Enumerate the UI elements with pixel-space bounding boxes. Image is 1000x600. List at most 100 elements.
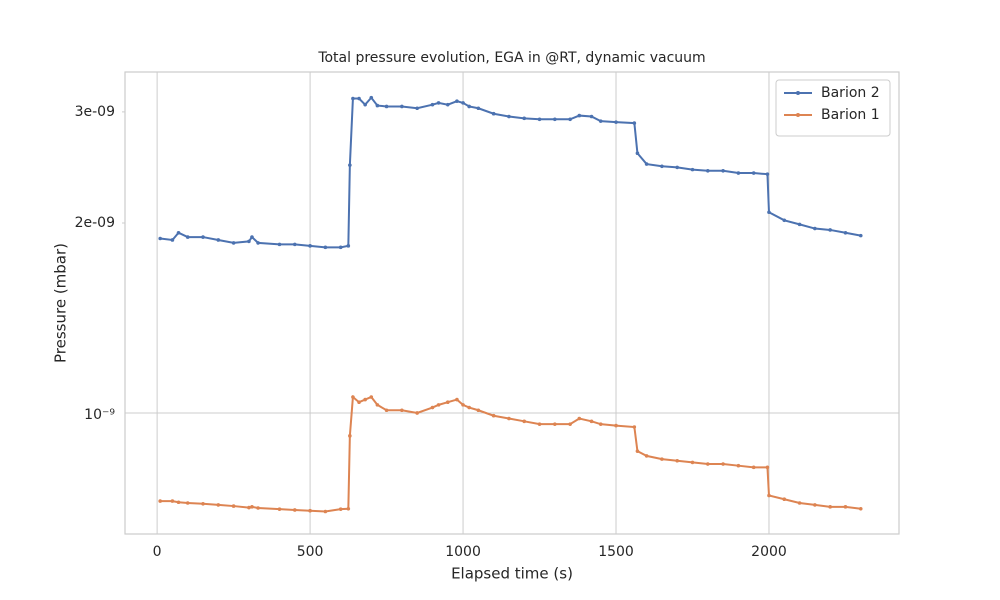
point	[415, 106, 419, 111]
point	[675, 165, 680, 170]
point	[292, 242, 297, 247]
point	[256, 506, 260, 510]
point	[736, 171, 741, 175]
point	[256, 241, 260, 245]
point	[589, 419, 594, 424]
point	[705, 168, 710, 173]
point	[201, 235, 205, 239]
chart-title: Total pressure evolution, EGA in @RT, dy…	[317, 50, 705, 66]
point	[568, 117, 572, 122]
point	[415, 411, 419, 415]
plot-frame	[124, 71, 900, 535]
point	[201, 501, 205, 506]
point	[277, 242, 282, 247]
point	[455, 99, 459, 103]
point	[170, 238, 175, 242]
legend-label: Barion 1	[821, 107, 880, 123]
point	[537, 117, 542, 122]
x-axis-label: Elapsed time (s)	[451, 565, 573, 583]
point	[369, 395, 374, 399]
point	[577, 416, 582, 421]
series	[158, 394, 863, 514]
point	[323, 509, 328, 514]
point	[170, 499, 175, 503]
point	[765, 172, 770, 176]
point	[635, 151, 640, 156]
point	[782, 497, 787, 502]
point	[176, 230, 181, 235]
point	[158, 236, 162, 241]
point	[250, 235, 254, 239]
point	[507, 114, 511, 119]
point	[216, 238, 221, 242]
point	[828, 228, 832, 232]
point	[338, 507, 343, 511]
point	[247, 505, 251, 510]
point	[568, 422, 572, 426]
point	[445, 400, 450, 405]
line	[160, 394, 861, 513]
point	[632, 121, 637, 125]
point	[363, 397, 367, 402]
point	[491, 111, 496, 116]
point	[467, 104, 471, 109]
point	[231, 241, 236, 245]
point	[351, 395, 355, 399]
point	[277, 507, 282, 511]
point	[797, 222, 802, 227]
point	[858, 506, 863, 511]
point	[705, 462, 710, 466]
point	[216, 503, 221, 507]
x-tick-label: 1500	[598, 544, 634, 560]
point	[375, 103, 380, 108]
point	[231, 504, 236, 508]
point	[308, 244, 312, 248]
point	[436, 403, 441, 407]
point	[614, 120, 618, 124]
x-tick-label: 500	[297, 544, 324, 560]
point	[185, 235, 190, 239]
point	[176, 500, 181, 505]
point	[660, 164, 664, 169]
point	[660, 457, 664, 461]
point	[644, 454, 649, 458]
point	[461, 101, 465, 105]
point	[357, 96, 361, 101]
y-tick-label: 10⁻⁹	[84, 407, 115, 423]
point	[522, 419, 527, 424]
point	[461, 403, 465, 407]
point	[346, 506, 351, 511]
legend-marker	[796, 113, 800, 117]
point	[455, 397, 459, 402]
line	[160, 96, 861, 249]
x-tick-label: 1000	[445, 544, 481, 560]
point	[813, 226, 817, 231]
point	[828, 505, 832, 509]
point	[843, 230, 848, 235]
legend-label: Barion 2	[821, 85, 880, 101]
point	[522, 116, 527, 121]
point	[632, 425, 637, 429]
point	[400, 408, 404, 413]
point	[338, 245, 343, 250]
point	[858, 233, 863, 238]
point	[690, 460, 695, 465]
point	[351, 96, 355, 101]
point	[782, 218, 787, 223]
point	[767, 493, 771, 498]
point	[384, 408, 389, 413]
point	[767, 210, 771, 215]
point	[751, 171, 756, 175]
point	[348, 163, 352, 167]
point	[400, 104, 404, 109]
point	[644, 162, 649, 166]
point	[445, 102, 450, 107]
point	[553, 422, 557, 426]
point	[635, 449, 640, 453]
point	[384, 104, 389, 109]
point	[185, 501, 190, 505]
point	[158, 499, 162, 503]
y-minor-tick-label: 2e-09	[75, 215, 115, 231]
point	[577, 113, 582, 118]
